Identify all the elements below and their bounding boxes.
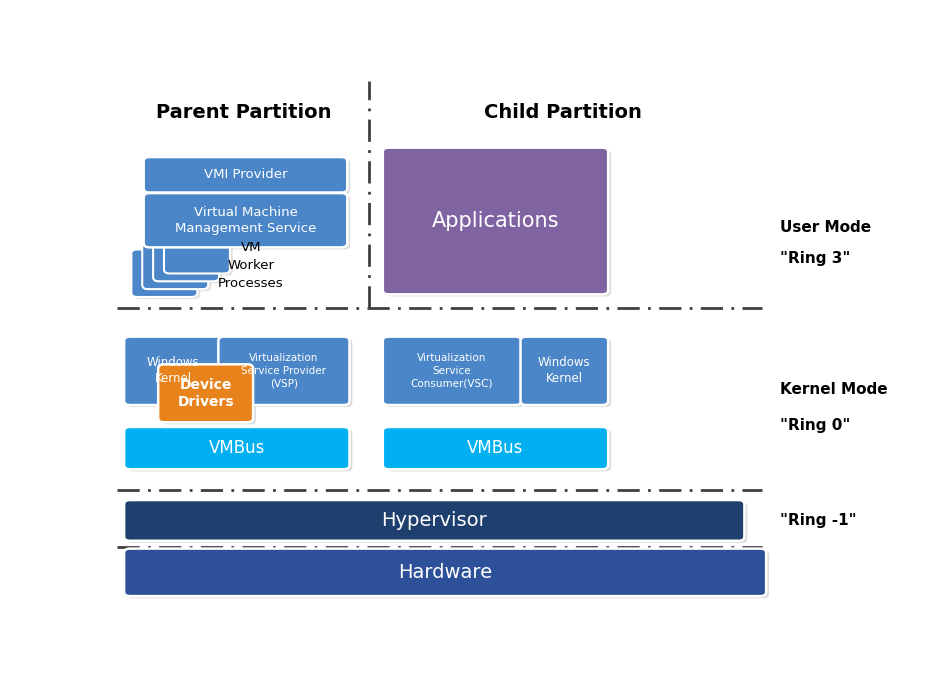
FancyBboxPatch shape — [142, 241, 209, 289]
FancyBboxPatch shape — [382, 427, 608, 469]
FancyBboxPatch shape — [135, 252, 200, 299]
Text: VM
Worker
Processes: VM Worker Processes — [218, 241, 283, 290]
FancyBboxPatch shape — [164, 226, 230, 273]
Text: "Ring 3": "Ring 3" — [780, 252, 850, 266]
Text: VMI Provider: VMI Provider — [204, 168, 287, 181]
Text: VMBus: VMBus — [468, 439, 524, 457]
FancyBboxPatch shape — [386, 150, 611, 296]
Text: Virtual Machine
Management Service: Virtual Machine Management Service — [175, 205, 316, 235]
Text: Hypervisor: Hypervisor — [381, 511, 487, 530]
Text: Virtualization
Service Provider
(VSP): Virtualization Service Provider (VSP) — [241, 353, 326, 388]
FancyBboxPatch shape — [218, 337, 350, 405]
FancyBboxPatch shape — [127, 339, 225, 407]
Text: Child Partition: Child Partition — [483, 103, 641, 122]
Text: VMBus: VMBus — [209, 439, 265, 457]
Text: "Ring -1": "Ring -1" — [780, 513, 856, 528]
Text: User Mode: User Mode — [780, 220, 871, 235]
FancyBboxPatch shape — [153, 234, 219, 281]
Text: Hardware: Hardware — [398, 563, 492, 582]
FancyBboxPatch shape — [386, 339, 525, 407]
FancyBboxPatch shape — [124, 549, 766, 596]
FancyBboxPatch shape — [382, 148, 608, 294]
Text: Applications: Applications — [432, 211, 559, 231]
FancyBboxPatch shape — [131, 250, 197, 297]
FancyBboxPatch shape — [147, 195, 351, 250]
FancyBboxPatch shape — [127, 551, 769, 598]
FancyBboxPatch shape — [145, 243, 211, 292]
Text: "Ring 0": "Ring 0" — [780, 418, 850, 433]
FancyBboxPatch shape — [222, 339, 352, 407]
FancyBboxPatch shape — [124, 337, 223, 405]
FancyBboxPatch shape — [124, 500, 744, 541]
FancyBboxPatch shape — [127, 429, 352, 471]
FancyBboxPatch shape — [524, 339, 611, 407]
Text: Device
Drivers: Device Drivers — [178, 378, 234, 409]
FancyBboxPatch shape — [382, 337, 521, 405]
Text: Virtualization
Service
Consumer(VSC): Virtualization Service Consumer(VSC) — [410, 353, 494, 388]
FancyBboxPatch shape — [521, 337, 608, 405]
FancyBboxPatch shape — [144, 193, 347, 247]
FancyBboxPatch shape — [144, 157, 347, 193]
Text: Parent Partition: Parent Partition — [156, 103, 331, 122]
Text: Windows
Kernel: Windows Kernel — [538, 357, 591, 385]
FancyBboxPatch shape — [147, 159, 351, 195]
FancyBboxPatch shape — [156, 236, 222, 283]
FancyBboxPatch shape — [124, 427, 350, 469]
FancyBboxPatch shape — [386, 429, 611, 471]
Text: Windows
Kernel: Windows Kernel — [147, 357, 200, 385]
FancyBboxPatch shape — [158, 364, 253, 422]
FancyBboxPatch shape — [127, 502, 747, 543]
Text: Kernel Mode: Kernel Mode — [780, 382, 887, 397]
FancyBboxPatch shape — [161, 366, 256, 424]
FancyBboxPatch shape — [166, 228, 233, 275]
